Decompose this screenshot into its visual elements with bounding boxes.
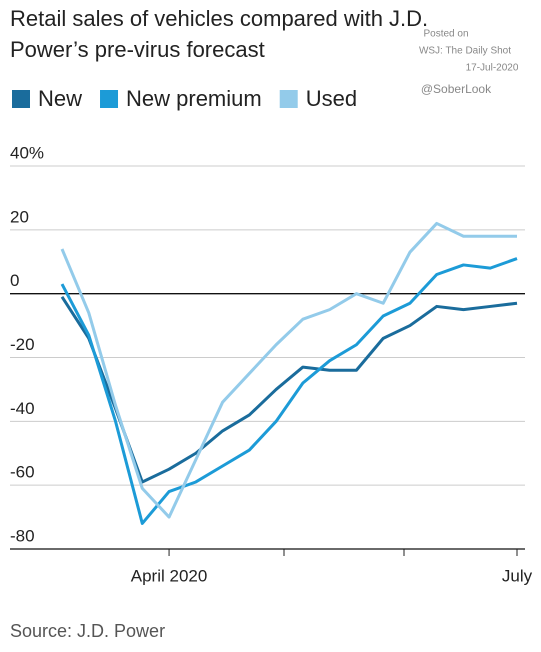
annotation: Posted on xyxy=(423,29,468,40)
legend-label: New premium xyxy=(126,86,262,111)
minor-ticks xyxy=(283,549,405,556)
legend-swatch xyxy=(12,90,30,108)
legend-swatch xyxy=(100,90,119,108)
annotation: 17-Jul-2020 xyxy=(466,63,519,74)
chart-title: Retail sales of vehicles compared with J… xyxy=(10,6,428,31)
legend-label: Used xyxy=(306,86,357,111)
annotation: WSJ: The Daily Shot xyxy=(419,46,511,57)
y-tick-label: 40% xyxy=(10,143,44,162)
legend-label: New xyxy=(38,86,82,111)
x-tick-label: April 2020 xyxy=(131,566,208,585)
y-tick-label: -20 xyxy=(10,335,35,354)
series-line xyxy=(60,221,517,519)
y-tick-label: -40 xyxy=(10,399,35,418)
y-tick-label: 0 xyxy=(10,271,19,290)
chart-title: Power’s pre-virus forecast xyxy=(10,37,265,62)
annotation: @SoberLook xyxy=(421,82,492,96)
source: Source: J.D. Power xyxy=(10,621,165,641)
y-tick-label: -80 xyxy=(10,526,35,545)
series-line xyxy=(60,257,518,525)
x-tick-label: July xyxy=(502,566,533,585)
y-tick-label: 20 xyxy=(10,207,29,226)
legend-swatch xyxy=(279,90,298,108)
y-tick-label: -60 xyxy=(10,463,35,482)
